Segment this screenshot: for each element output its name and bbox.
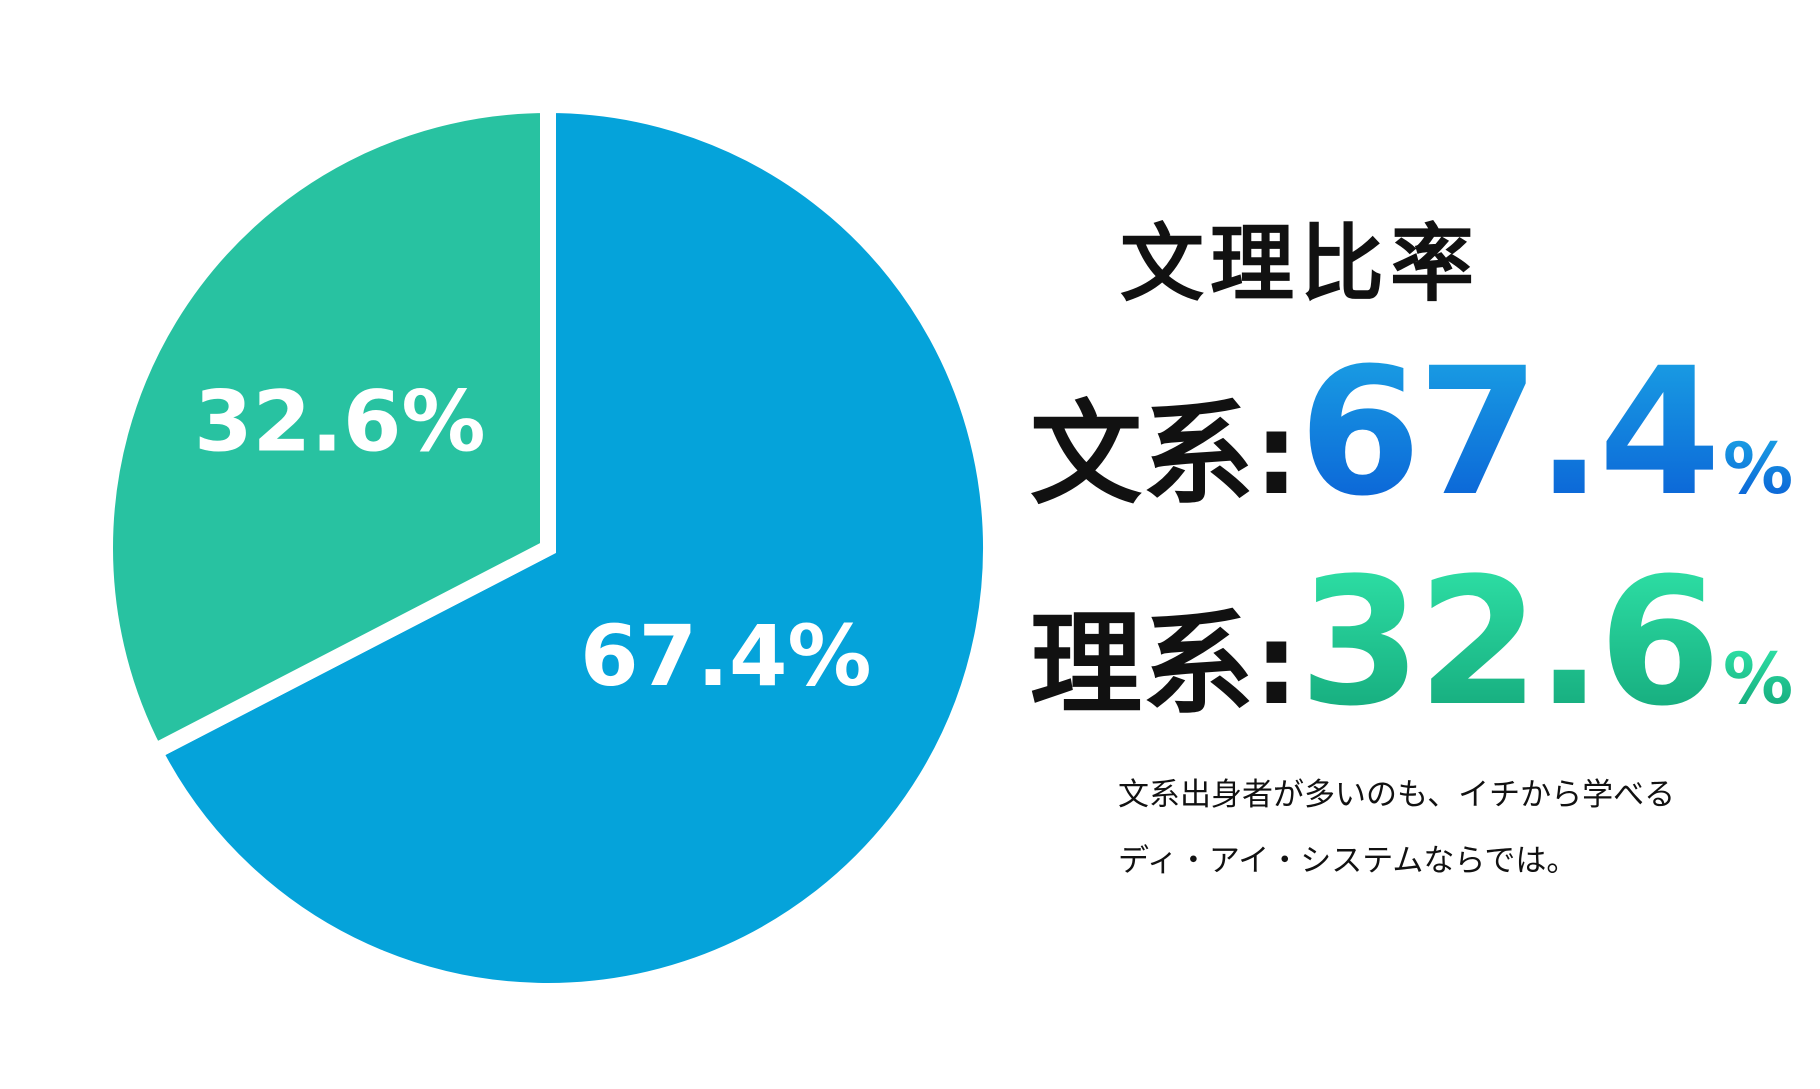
panel-title: 文理比率 xyxy=(1120,215,1481,313)
caption-line-1: 文系出身者が多いのも、イチから学べる xyxy=(1118,777,1676,813)
caption-line-2: ディ・アイ・システムならでは。 xyxy=(1118,843,1578,879)
stat-value-bunkei: 67.4 xyxy=(1298,330,1721,535)
stat-value-rikei: 32.6 xyxy=(1298,540,1721,745)
pie-slice-1 xyxy=(143,96,999,999)
stat-label-bunkei: 文系: xyxy=(1030,390,1299,520)
stat-unit-rikei: % xyxy=(1723,638,1794,720)
stat-row-bunkei: 文系: 67.4 % xyxy=(1030,345,1793,521)
stats-panel: 文理比率 文系: 67.4 % 理系: 32.6 % 文系出身者が多いのも、イチ… xyxy=(1030,0,1810,1089)
pie-chart: 67.4% 32.6% xyxy=(97,96,999,999)
stat-unit-bunkei: % xyxy=(1723,428,1794,510)
pie-label-1: 67.4% xyxy=(580,607,871,705)
pie-slice-2 xyxy=(97,96,556,763)
stat-label-rikei: 理系: xyxy=(1030,600,1299,730)
pie-label-2: 32.6% xyxy=(194,372,485,470)
stat-row-rikei: 理系: 32.6 % xyxy=(1030,555,1793,731)
caption: 文系出身者が多いのも、イチから学べる ディ・アイ・システムならでは。 xyxy=(1118,762,1675,894)
